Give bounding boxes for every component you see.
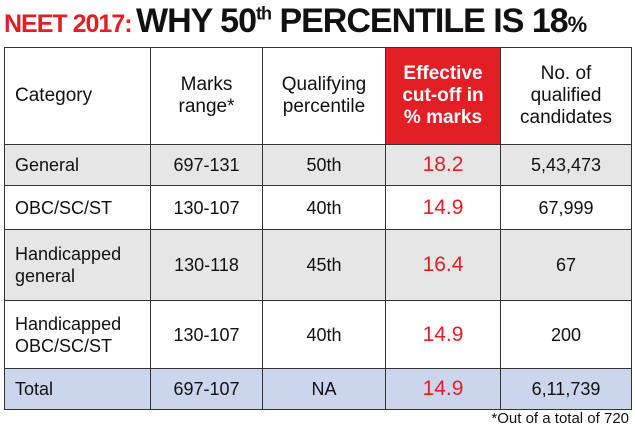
table-cell: 130-118 <box>150 229 263 301</box>
header-cell: Category <box>4 47 151 145</box>
table-cell: 40th <box>262 300 386 369</box>
header-row: Category Marks range* Qualifying percentile E… <box>4 47 632 145</box>
cell-line: cut-off in <box>402 85 484 106</box>
table-cell: 5,43,473 <box>500 144 632 186</box>
title: NEET 2017: WHY 50th PERCENTILE IS 18% <box>4 2 588 44</box>
table-cell: Handicapped OBC/SC/ST <box>4 300 151 369</box>
cell-line: Marks <box>180 74 233 95</box>
table-row: Total 697-107 NA 14.9 6,11,739 <box>4 368 632 410</box>
cell-line: candidates <box>520 107 612 128</box>
cell-line: OBC/SC/ST <box>15 197 113 218</box>
table-cell: NA <box>262 368 386 410</box>
header-cell: Effective cut-off in% marks <box>385 47 501 145</box>
table-cell: 50th <box>262 144 386 186</box>
table-cell: 130-107 <box>150 300 263 369</box>
title-prefix: NEET 2017: <box>4 10 133 38</box>
cell-line: Handicapped <box>15 313 122 334</box>
table-cell: 67,999 <box>500 185 632 230</box>
footnote: *Out of a total of 720 <box>491 410 629 427</box>
cell-line: Qualifying <box>281 74 367 95</box>
table-cell: 45th <box>262 229 386 301</box>
table-cell: 130-107 <box>150 185 263 230</box>
table-cell: 200 <box>500 300 632 369</box>
table-cell: 67 <box>500 229 632 301</box>
title-part: th <box>256 3 272 24</box>
cell-line: OBC/SC/ST <box>15 335 113 356</box>
cell-line: Handicapped <box>15 244 122 264</box>
cell-line: Effective <box>403 63 483 84</box>
cell-line: Category <box>15 85 93 106</box>
table-cell: 6,11,739 <box>500 368 632 410</box>
header-cell: No. of qualified candidates <box>500 47 632 145</box>
title-part: WHY 50 <box>136 2 257 40</box>
header-cell: Marks range* <box>150 47 263 145</box>
title-main: WHY 50th PERCENTILE IS 18% <box>136 2 588 40</box>
table-cell: 18.2 <box>385 144 501 186</box>
title-part: PERCENTILE IS 18 <box>271 2 568 40</box>
table-cell: 14.9 <box>385 300 501 369</box>
table-cell: 14.9 <box>385 185 501 230</box>
table-row: OBC/SC/ST 130-107 40th 14.9 67,999 <box>4 185 632 230</box>
data-table: Category Marks range* Qualifying percentile E… <box>4 47 632 410</box>
cell-line: range* <box>178 96 235 117</box>
table-row: General 697-131 50th 18.2 5,43,473 <box>4 144 632 186</box>
cell-line: No. of <box>540 63 592 84</box>
table-cell: 697-107 <box>150 368 263 410</box>
table-cell: Total <box>4 368 151 410</box>
table-cell: 16.4 <box>385 229 501 301</box>
cell-line: % marks <box>403 107 483 128</box>
table-row: Handicapped OBC/SC/ST 130-107 40th 14.9 200 <box>4 300 632 369</box>
header-cell: Qualifying percentile <box>262 47 386 145</box>
cell-line: General <box>15 155 80 175</box>
table-cell: Handicapped general <box>4 229 151 301</box>
cell-line: Total <box>15 379 54 399</box>
table-cell: General <box>4 144 151 186</box>
table-cell: 14.9 <box>385 368 501 410</box>
cell-line: general <box>15 266 76 286</box>
table-cell: 697-131 <box>150 144 263 186</box>
cell-line: qualified <box>530 85 602 106</box>
title-part: % <box>567 12 588 37</box>
table-row: Handicapped general 130-118 45th 16.4 67 <box>4 229 632 301</box>
table-cell: OBC/SC/ST <box>4 185 151 230</box>
cell-line: percentile <box>282 96 366 117</box>
table-cell: 40th <box>262 185 386 230</box>
